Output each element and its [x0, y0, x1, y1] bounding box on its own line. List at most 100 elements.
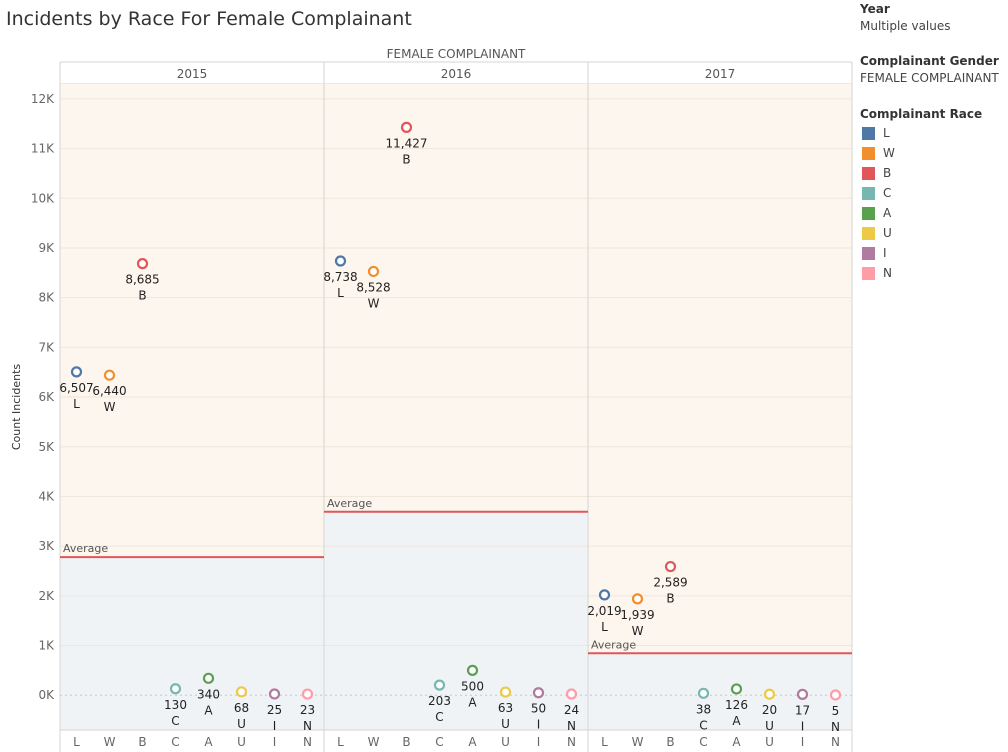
legend-item[interactable]: N — [860, 263, 982, 283]
data-label-race: L — [601, 620, 608, 634]
x-tick-label: U — [237, 735, 246, 749]
filter-gender[interactable]: Complainant Gender FEMALE COMPLAINANT — [860, 54, 999, 85]
y-tick-label: 6K — [38, 390, 55, 404]
data-point — [334, 255, 347, 267]
data-point — [466, 664, 479, 676]
data-label-value: 23 — [300, 703, 315, 717]
data-label-value: 130 — [164, 698, 187, 712]
legend-swatch — [862, 246, 875, 260]
legend-item-label: A — [883, 206, 892, 220]
legend-swatch — [862, 186, 875, 200]
data-label-value: 11,427 — [386, 136, 428, 150]
y-tick-label: 0K — [38, 688, 55, 702]
y-tick-label: 10K — [31, 191, 55, 205]
legend-swatch — [862, 126, 875, 140]
data-label-value: 20 — [762, 703, 777, 717]
data-label-value: 8,685 — [125, 273, 159, 287]
filter-year[interactable]: Year Multiple values — [860, 2, 951, 33]
data-label-value: 340 — [197, 687, 220, 701]
data-label-race: A — [204, 703, 213, 717]
data-point — [631, 593, 644, 605]
legend-item-label: C — [883, 186, 892, 200]
legend-item[interactable]: W — [860, 143, 982, 163]
data-label-race: W — [368, 296, 380, 310]
y-tick-label: 2K — [38, 589, 55, 603]
legend-swatch — [862, 146, 875, 160]
data-label-value: 1,939 — [620, 608, 654, 622]
data-point — [235, 686, 248, 698]
legend-item[interactable]: U — [860, 223, 982, 243]
legend-swatch — [862, 266, 875, 280]
x-tick-label: U — [765, 735, 774, 749]
x-tick-label: I — [801, 735, 805, 749]
data-label-race: A — [732, 714, 741, 728]
data-label-race: A — [468, 695, 477, 709]
data-label-value: 6,507 — [59, 381, 93, 395]
x-tick-label: W — [632, 735, 644, 749]
data-label-value: 5 — [832, 704, 840, 718]
y-tick-label: 5K — [38, 440, 55, 454]
legend-item-label: B — [883, 166, 892, 180]
data-point — [103, 369, 116, 381]
band-above-average — [588, 84, 852, 654]
x-tick-label: A — [732, 735, 741, 749]
legend-title: Complainant Race — [860, 107, 983, 121]
data-label-value: 203 — [428, 694, 451, 708]
data-label-race: B — [402, 152, 410, 166]
x-tick-label: L — [601, 735, 608, 749]
data-label-race: U — [765, 719, 774, 733]
legend-swatch — [862, 166, 875, 180]
average-line-label: Average — [327, 497, 372, 510]
data-label-race: N — [567, 719, 576, 733]
data-point — [268, 688, 281, 700]
data-label-value: 8,528 — [356, 280, 390, 294]
filter-gender-label: Complainant Gender — [860, 54, 999, 68]
legend-item[interactable]: C — [860, 183, 982, 203]
y-tick-label: 12K — [31, 92, 55, 106]
x-tick-label: A — [204, 735, 213, 749]
legend-item[interactable]: B — [860, 163, 982, 183]
data-label-value: 25 — [267, 703, 282, 717]
data-label-race: N — [831, 720, 840, 734]
x-tick-label: L — [73, 735, 80, 749]
x-tick-label: W — [368, 735, 380, 749]
legend-item-label: U — [883, 226, 892, 240]
band-below-average — [60, 557, 324, 730]
data-point — [70, 366, 83, 378]
x-tick-label: C — [435, 735, 443, 749]
data-label-value: 2,589 — [653, 576, 687, 590]
data-point — [169, 683, 182, 695]
column-header-gender: FEMALE COMPLAINANT — [387, 47, 526, 61]
data-point — [697, 687, 710, 699]
data-label-value: 38 — [696, 702, 711, 716]
data-label-race: I — [273, 719, 277, 733]
data-label-race: W — [632, 624, 644, 638]
legend-item-label: I — [883, 246, 887, 260]
data-label-race: C — [171, 714, 179, 728]
data-label-race: I — [537, 718, 541, 732]
x-tick-label: I — [537, 735, 541, 749]
data-point — [565, 688, 578, 700]
y-tick-label: 9K — [38, 241, 55, 255]
data-label-value: 24 — [564, 703, 579, 717]
data-label-race: I — [801, 719, 805, 733]
data-point — [367, 265, 380, 278]
data-point — [532, 687, 545, 699]
filter-gender-value: FEMALE COMPLAINANT — [860, 71, 999, 85]
legend-item[interactable]: L — [860, 123, 982, 143]
y-tick-label: 3K — [38, 539, 55, 553]
y-tick-label: 7K — [38, 340, 55, 354]
data-point — [433, 679, 446, 691]
data-point — [664, 560, 677, 573]
legend-item[interactable]: A — [860, 203, 982, 223]
chart-title: Incidents by Race For Female Complainant — [6, 8, 412, 30]
band-above-average — [60, 84, 324, 558]
data-point — [301, 688, 314, 700]
data-point — [202, 672, 215, 684]
legend-item[interactable]: I — [860, 243, 982, 263]
data-point — [598, 589, 611, 601]
data-point — [400, 121, 413, 133]
average-line-label: Average — [591, 638, 636, 651]
